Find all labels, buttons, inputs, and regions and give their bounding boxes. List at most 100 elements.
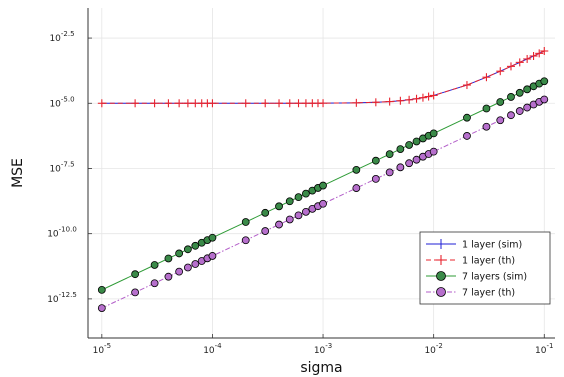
data-point xyxy=(515,107,524,115)
data-point xyxy=(429,147,438,156)
data-point xyxy=(150,279,159,288)
data-point xyxy=(97,99,106,108)
data-point xyxy=(529,51,538,60)
data-point xyxy=(302,207,310,216)
data-point xyxy=(319,99,328,108)
data-point xyxy=(164,99,173,108)
data-point xyxy=(208,233,217,242)
series-markers xyxy=(97,47,549,313)
x-tick-label: 10-5 xyxy=(93,342,111,356)
data-point xyxy=(396,96,405,105)
data-point xyxy=(396,145,405,153)
axes xyxy=(87,8,555,339)
y-tick-label: 10-10.0 xyxy=(47,226,77,240)
data-point xyxy=(302,189,310,198)
data-point xyxy=(294,211,303,220)
data-point xyxy=(241,218,250,226)
legend-label: 1 layer (th) xyxy=(462,256,515,267)
data-point xyxy=(371,98,380,107)
y-tick-label: 10-5.0 xyxy=(49,95,74,109)
data-point xyxy=(429,91,438,100)
data-point xyxy=(285,197,294,206)
x-tick-label: 10-3 xyxy=(314,342,332,356)
x-tick-label: 10-1 xyxy=(535,342,553,356)
y-axis-title: MSE xyxy=(10,158,26,188)
legend-marker xyxy=(436,271,446,281)
y-tick-label: 10-12.5 xyxy=(47,291,77,305)
data-point xyxy=(275,202,283,211)
data-point xyxy=(275,220,283,229)
data-point xyxy=(515,88,524,97)
data-point xyxy=(261,99,270,108)
data-point xyxy=(385,97,394,106)
data-point xyxy=(175,249,184,258)
data-point xyxy=(418,93,427,102)
data-point xyxy=(405,95,414,104)
data-point xyxy=(412,137,421,146)
legend-item: 1 layer (sim) xyxy=(426,239,522,251)
data-point xyxy=(131,288,140,297)
data-point xyxy=(496,116,505,125)
data-point xyxy=(285,215,294,224)
data-point xyxy=(319,181,327,190)
data-point xyxy=(183,99,192,108)
data-point xyxy=(150,261,159,269)
data-point xyxy=(535,49,544,58)
data-point xyxy=(506,62,515,71)
data-point xyxy=(482,104,491,113)
data-point xyxy=(352,98,361,107)
data-point xyxy=(241,99,250,108)
y-tick-label: 10-7.5 xyxy=(49,160,74,174)
data-point xyxy=(131,270,140,279)
x-axis-title: sigma xyxy=(300,360,342,376)
data-point xyxy=(482,73,491,82)
data-point xyxy=(523,54,532,63)
data-point xyxy=(285,99,294,108)
data-point xyxy=(540,47,549,56)
data-point xyxy=(352,165,361,174)
data-point xyxy=(385,150,394,159)
x-tick-label: 10-4 xyxy=(203,342,222,356)
data-point xyxy=(371,156,380,165)
data-point xyxy=(150,99,159,108)
data-point xyxy=(97,304,106,313)
data-point xyxy=(97,285,106,294)
data-point xyxy=(371,175,380,183)
data-point xyxy=(515,58,524,67)
data-point xyxy=(294,99,303,108)
data-point xyxy=(191,241,200,250)
data-point xyxy=(294,193,303,202)
data-point xyxy=(319,199,327,208)
data-point xyxy=(183,263,192,272)
data-point xyxy=(261,227,270,235)
data-point xyxy=(385,168,394,177)
legend-label: 7 layers (sim) xyxy=(462,272,527,283)
data-point xyxy=(462,81,471,90)
data-point xyxy=(352,184,361,192)
data-point xyxy=(482,122,491,131)
legend: 1 layer (sim) 1 layer (th) 7 layers (sim) 7… xyxy=(419,231,551,305)
data-point xyxy=(405,159,414,168)
data-point xyxy=(523,103,532,112)
data-point xyxy=(164,254,173,263)
data-point xyxy=(412,155,421,164)
legend-item: 7 layers (sim) xyxy=(426,271,527,283)
legend-marker xyxy=(436,287,446,297)
data-point xyxy=(241,236,250,245)
data-point xyxy=(405,141,414,149)
data-point xyxy=(429,129,438,138)
data-point xyxy=(496,98,505,106)
data-point xyxy=(396,163,405,172)
data-point xyxy=(540,77,549,86)
data-point xyxy=(175,267,184,276)
data-point xyxy=(523,85,532,94)
data-point xyxy=(412,94,421,103)
data-point xyxy=(164,272,173,281)
legend-label: 1 layer (sim) xyxy=(462,240,522,251)
legend-item: 1 layer (th) xyxy=(426,255,515,267)
data-point xyxy=(191,260,200,268)
legend-label: 7 layer (th) xyxy=(462,288,515,299)
tick-labels: 10-5 10-4 10-3 10-2 10-1 10-2.5 10-5.0 10-7.5 10… xyxy=(47,30,553,356)
data-point xyxy=(463,132,471,140)
